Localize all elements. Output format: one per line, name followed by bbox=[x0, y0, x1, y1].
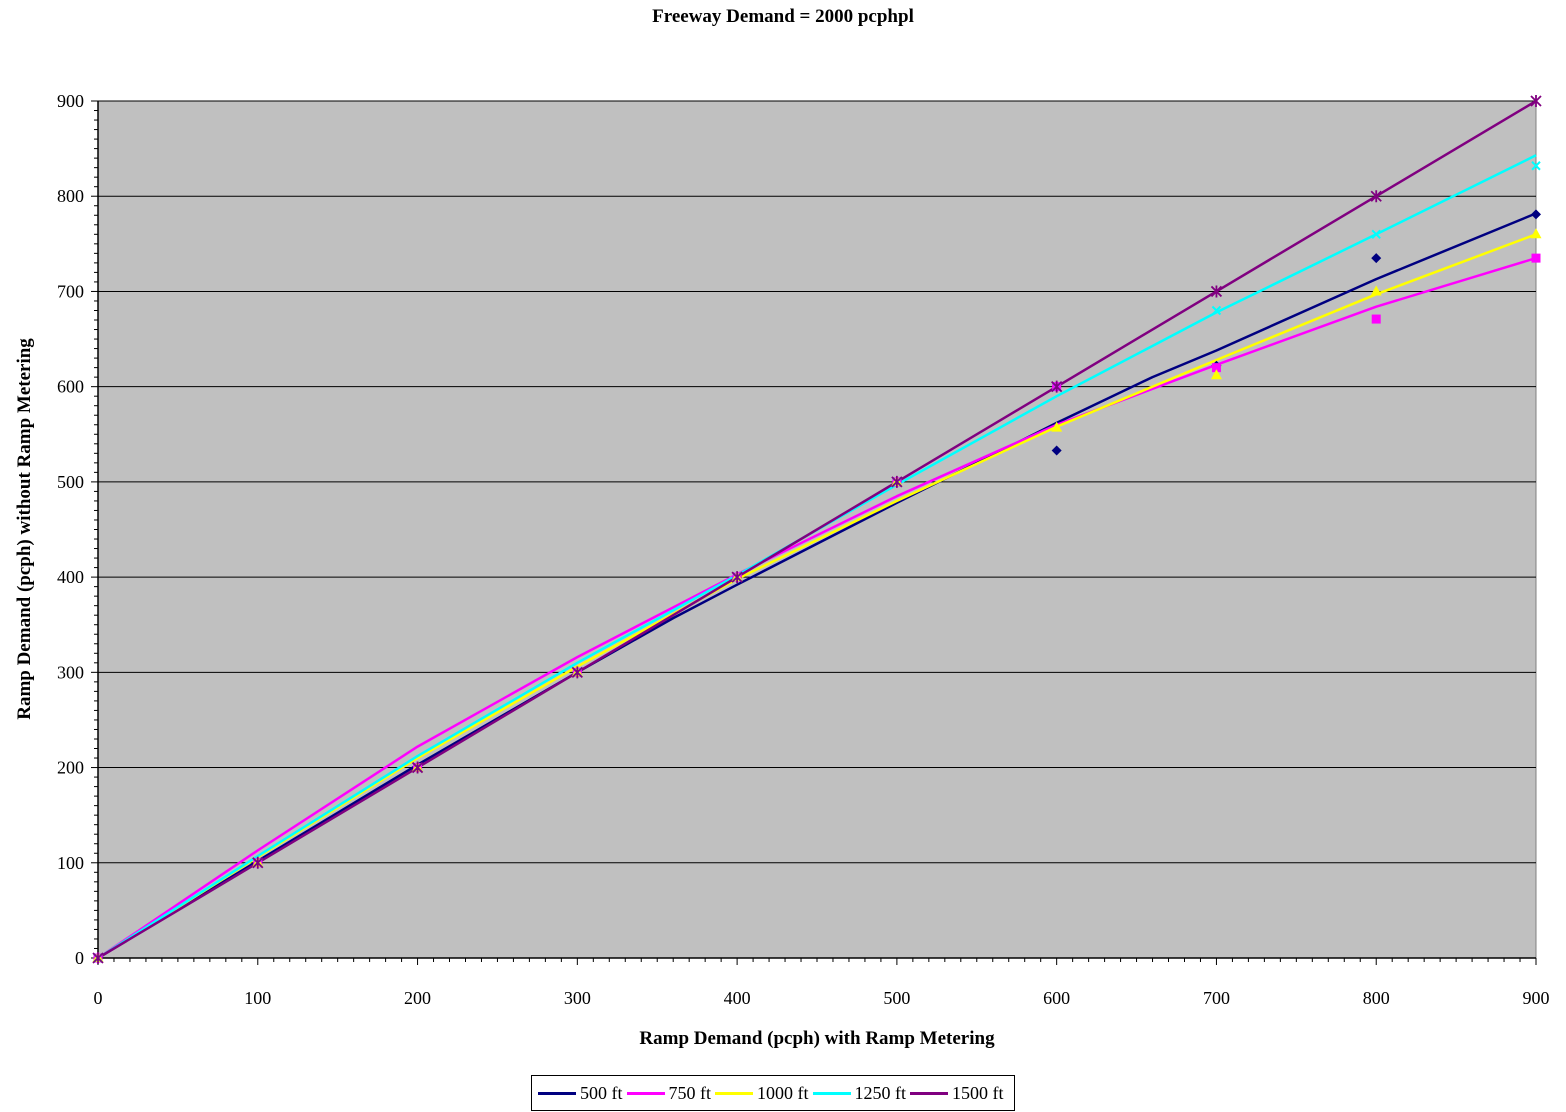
data-point-s0-6 bbox=[1051, 445, 1062, 456]
data-point-s1-8 bbox=[1371, 314, 1381, 324]
x-tick-label: 900 bbox=[1523, 988, 1550, 1008]
data-point-s4-1 bbox=[252, 856, 264, 869]
legend-label: 1250 ft bbox=[854, 1082, 907, 1103]
y-tick-label: 100 bbox=[57, 853, 84, 873]
data-point-s1-9 bbox=[1531, 253, 1541, 263]
data-point-s4-9 bbox=[1530, 95, 1542, 107]
y-tick-label: 900 bbox=[57, 91, 84, 111]
series-line-0 bbox=[97, 212, 1537, 960]
legend-item-4: 1500 ft bbox=[910, 1083, 1004, 1104]
legend-swatch bbox=[626, 1091, 665, 1095]
data-point-s2-7 bbox=[1210, 369, 1222, 380]
legend-item-2: 1000 ft bbox=[715, 1083, 809, 1104]
data-point-s2-9 bbox=[1530, 228, 1542, 239]
legend-item-1: 750 ft bbox=[626, 1082, 712, 1104]
x-tick-label: 400 bbox=[724, 988, 751, 1008]
data-point-s3-9 bbox=[1531, 161, 1541, 171]
y-tick-label: 400 bbox=[57, 567, 84, 587]
legend-swatch bbox=[910, 1091, 948, 1095]
x-tick-label: 700 bbox=[1203, 988, 1230, 1008]
x-tick-label: 0 bbox=[94, 988, 103, 1008]
legend-item-0: 500 ft bbox=[538, 1083, 623, 1104]
y-tick-label: 700 bbox=[57, 281, 84, 301]
x-tick-label: 200 bbox=[404, 988, 431, 1008]
series-line-1 bbox=[97, 256, 1537, 960]
data-point-s3-7 bbox=[1211, 305, 1222, 316]
data-point-s4-8 bbox=[1370, 190, 1382, 203]
legend-swatch bbox=[812, 1091, 851, 1095]
data-point-s4-0 bbox=[92, 952, 104, 964]
legend-swatch bbox=[538, 1091, 576, 1095]
data-point-s4-2 bbox=[411, 761, 424, 774]
y-tick-label: 600 bbox=[57, 377, 84, 397]
y-tick-label: 0 bbox=[75, 948, 84, 968]
y-axis-title: Ramp Demand (pcph) without Ramp Metering bbox=[14, 338, 35, 720]
x-axis-title: Ramp Demand (pcph) with Ramp Metering bbox=[639, 1028, 995, 1049]
data-point-s4-7 bbox=[1210, 285, 1223, 298]
data-point-s2-6 bbox=[1051, 421, 1063, 432]
data-point-s4-5 bbox=[891, 475, 903, 488]
series-line-4 bbox=[97, 99, 1537, 960]
y-tick-label: 500 bbox=[57, 472, 84, 492]
x-tick-label: 600 bbox=[1043, 988, 1070, 1008]
axes: 0 100 200 300 400 500 600 700 800 900 0 100 200 300 40… bbox=[57, 91, 1550, 1008]
data-point-s0-9 bbox=[1531, 209, 1541, 220]
data-point-s4-4 bbox=[731, 571, 743, 584]
data-markers bbox=[92, 95, 1542, 964]
gridlines bbox=[98, 100, 1536, 864]
x-tick-label: 100 bbox=[244, 988, 271, 1008]
x-tick-label: 500 bbox=[883, 988, 910, 1008]
legend-label: 750 ft bbox=[668, 1082, 712, 1103]
data-point-s4-3 bbox=[571, 666, 583, 679]
data-point-s0-8 bbox=[1371, 253, 1382, 264]
trend-lines bbox=[97, 99, 1537, 960]
legend-label: 1500 ft bbox=[952, 1082, 1004, 1103]
data-point-s2-8 bbox=[1370, 285, 1382, 296]
chart-title: Freeway Demand = 2000 pcphpl bbox=[652, 6, 914, 27]
legend-label: 500 ft bbox=[580, 1082, 623, 1103]
data-point-s1-7 bbox=[1211, 363, 1221, 373]
legend-swatch bbox=[715, 1091, 753, 1095]
x-tick-label: 800 bbox=[1363, 988, 1390, 1008]
x-tick-label: 300 bbox=[564, 988, 591, 1008]
y-tick-label: 200 bbox=[57, 758, 84, 778]
data-point-s4-6 bbox=[1051, 380, 1063, 393]
y-tick-label: 300 bbox=[57, 662, 84, 682]
legend: 500 ft 750 ft 1000 ft 1250 ft 1500 ft bbox=[531, 1075, 1015, 1111]
y-tick-label: 800 bbox=[57, 186, 84, 206]
chart-canvas: 0 100 200 300 400 500 600 700 800 900 0 100 200 300 40… bbox=[14, 91, 1550, 1049]
legend-label: 1000 ft bbox=[757, 1082, 809, 1103]
legend-item-3: 1250 ft bbox=[812, 1082, 907, 1104]
data-point-s3-8 bbox=[1371, 229, 1381, 240]
